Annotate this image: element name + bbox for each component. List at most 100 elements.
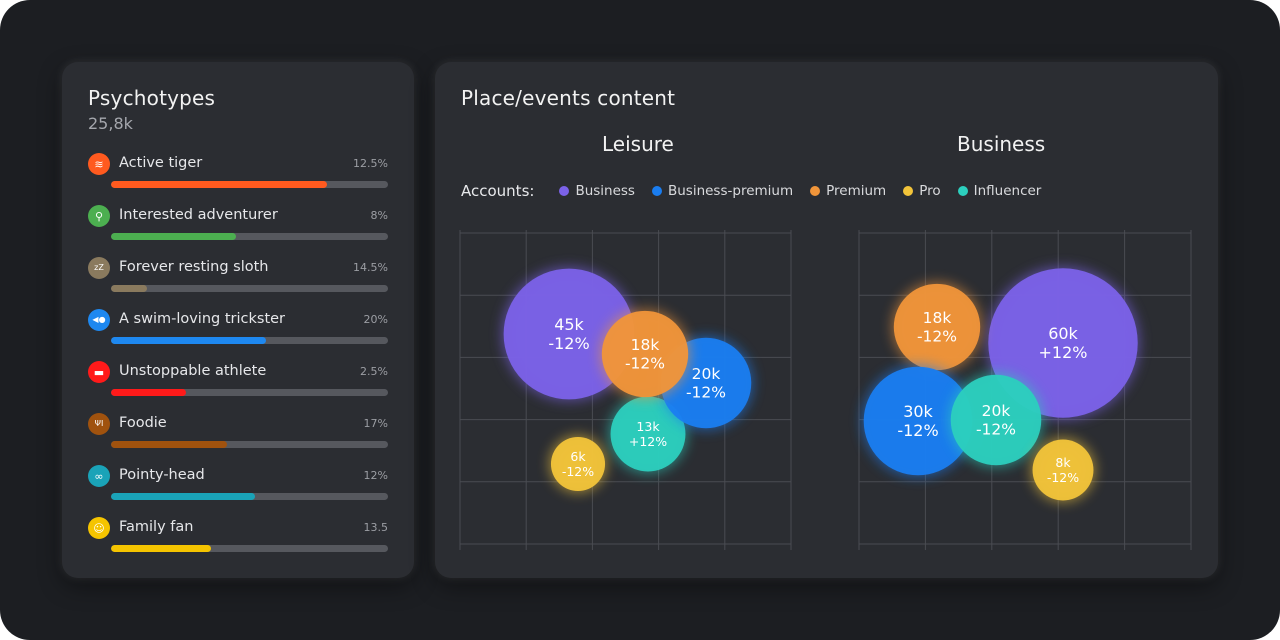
legend-item: Influencer (957, 183, 1042, 199)
bubble-influencer: 20k-12% (948, 372, 1044, 468)
bubble-circle (610, 396, 686, 472)
bubble-value: 20k (982, 402, 1011, 420)
psychotype-progress-track (111, 545, 388, 552)
psychotypes-total: 25,8k (88, 114, 133, 133)
bubble-value: 13k (636, 419, 660, 434)
bubble-change: -12% (686, 384, 726, 402)
place-events-title: Place/events content (461, 86, 676, 110)
sneaker-icon: ▬ (88, 361, 110, 383)
psychotype-item: ⚲ Interested adventurer 8% (88, 205, 388, 257)
psychotypes-card: Psychotypes 25,8k ≋ Active tiger 12.5% ⚲ Int… (62, 62, 414, 578)
psychotype-label: Active tiger (119, 155, 203, 171)
bubble-premium: 18k-12% (599, 308, 691, 400)
bubble-value: 30k (903, 402, 933, 421)
bubble-value: 8k (1055, 455, 1071, 470)
psychotype-label: Unstoppable athlete (119, 363, 267, 379)
psychotype-label: Forever resting sloth (119, 259, 269, 275)
psychotype-progress-fill (111, 545, 211, 552)
bubble-value: 6k (570, 449, 586, 464)
legend-dot-icon (559, 186, 570, 196)
psychotype-percent: 17% (363, 417, 388, 430)
psychotype-progress-fill (111, 181, 328, 188)
bubble-circle (950, 374, 1042, 466)
bubble-change: -12% (562, 464, 594, 479)
psychotype-progress-track (111, 233, 388, 240)
psychotype-percent: 20% (363, 313, 388, 326)
psychotype-list: ≋ Active tiger 12.5% ⚲ Interested adventurer… (88, 153, 388, 569)
bubble-premium: 18k-12% (891, 281, 983, 373)
legend-item: Business (559, 183, 635, 199)
smiley-icon: ☺ (88, 517, 110, 539)
legend-label: Business-premium (667, 183, 794, 199)
bubble-value: 18k (631, 336, 660, 354)
psychotype-progress-fill (111, 493, 256, 500)
fish-icon: ◀● (88, 309, 110, 331)
accounts-label: Accounts: (461, 182, 535, 200)
bubble-influencer: 13k+12% (608, 394, 688, 474)
legend-label: Business (575, 183, 635, 199)
psychotype-progress-fill (111, 389, 186, 396)
psychotype-item: ΨΙ Foodie 17% (88, 413, 388, 465)
bubble-pro: 8k-12% (1030, 437, 1096, 503)
bubble-change: +12% (629, 434, 667, 449)
sleep-zzz-icon: zZ (88, 257, 110, 279)
psychotype-item: ∞ Pointy-head 12% (88, 465, 388, 517)
bubble-change: -12% (548, 334, 589, 353)
legend-item: Business-premium (651, 183, 794, 199)
bubble-business: 60k+12% (986, 266, 1140, 420)
bubble-circle (1032, 439, 1094, 501)
psychotype-percent: 12% (363, 469, 388, 482)
psychotype-progress-fill (111, 285, 147, 292)
legend-dot-icon (957, 186, 968, 196)
legend-dot-icon (903, 186, 914, 196)
psychotype-label: Foodie (119, 415, 167, 431)
psychotype-label: Family fan (119, 519, 194, 535)
psychotype-label: Interested adventurer (119, 207, 278, 223)
bubble-value: 20k (692, 365, 721, 383)
psychotype-percent: 12.5% (353, 157, 388, 170)
psychotypes-title: Psychotypes (88, 86, 216, 110)
bubble-change: -12% (625, 355, 665, 373)
bubble-change: -12% (976, 421, 1016, 439)
chart-title-business: Business (957, 132, 1046, 156)
bubble-circle (863, 366, 973, 476)
psychotype-progress-fill (111, 233, 236, 240)
chart-title-leisure: Leisure (602, 132, 674, 156)
psychotype-item: ◀● A swim-loving trickster 20% (88, 309, 388, 361)
legend-item: Pro (903, 183, 941, 199)
psychotype-label: Pointy-head (119, 467, 205, 483)
psychotype-percent: 14.5% (353, 261, 388, 274)
bubble-change: -12% (917, 328, 957, 346)
glasses-icon: ∞ (88, 465, 110, 487)
bubble-pro: 6k-12% (548, 434, 608, 494)
psychotype-progress-track (111, 337, 388, 344)
psychotype-progress-track (111, 389, 388, 396)
psychotype-progress-track (111, 181, 388, 188)
fork-knife-icon: ΨΙ (88, 413, 110, 435)
accounts-legend: Accounts: Business Business-premium Premiu… (461, 181, 1058, 201)
bubble-business-premium: 30k-12% (861, 364, 975, 478)
psychotype-item: zZ Forever resting sloth 14.5% (88, 257, 388, 309)
bubble-change: -12% (1047, 470, 1079, 485)
psychotype-progress-track (111, 493, 388, 500)
legend-dot-icon (810, 186, 821, 196)
legend-label: Premium (826, 183, 887, 199)
bubble-change: +12% (1039, 343, 1088, 362)
psychotype-progress-fill (111, 441, 228, 448)
psychotype-item: ≋ Active tiger 12.5% (88, 153, 388, 205)
legend-label: Influencer (973, 183, 1042, 199)
bubble-circle (988, 268, 1138, 418)
psychotype-percent: 8% (370, 209, 388, 222)
bubble-circle (893, 283, 981, 371)
psychotype-percent: 2.5% (360, 365, 388, 378)
psychotype-progress-track (111, 441, 388, 448)
psychotype-item: ☺ Family fan 13.5 (88, 517, 388, 569)
bubble-charts: 45k-12%13k+12%6k-12%20k-12%18k-12%60k+12… (459, 230, 1192, 550)
psychotype-label: A swim-loving trickster (119, 311, 286, 327)
legend-label: Pro (919, 183, 941, 199)
bubble-value: 45k (554, 315, 584, 334)
psychotype-progress-fill (111, 337, 267, 344)
psychotype-percent: 13.5 (363, 521, 389, 534)
legend-dot-icon (651, 186, 662, 196)
